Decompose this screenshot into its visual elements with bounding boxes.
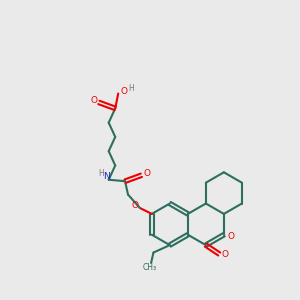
Text: O: O [228, 232, 235, 241]
Text: O: O [221, 250, 228, 259]
Text: H: H [128, 84, 134, 93]
Text: O: O [131, 201, 138, 210]
Text: N: N [103, 172, 110, 181]
Text: H: H [98, 169, 104, 178]
Text: CH₃: CH₃ [142, 263, 157, 272]
Text: O: O [90, 97, 97, 106]
Text: O: O [143, 169, 150, 178]
Text: O: O [120, 87, 127, 96]
